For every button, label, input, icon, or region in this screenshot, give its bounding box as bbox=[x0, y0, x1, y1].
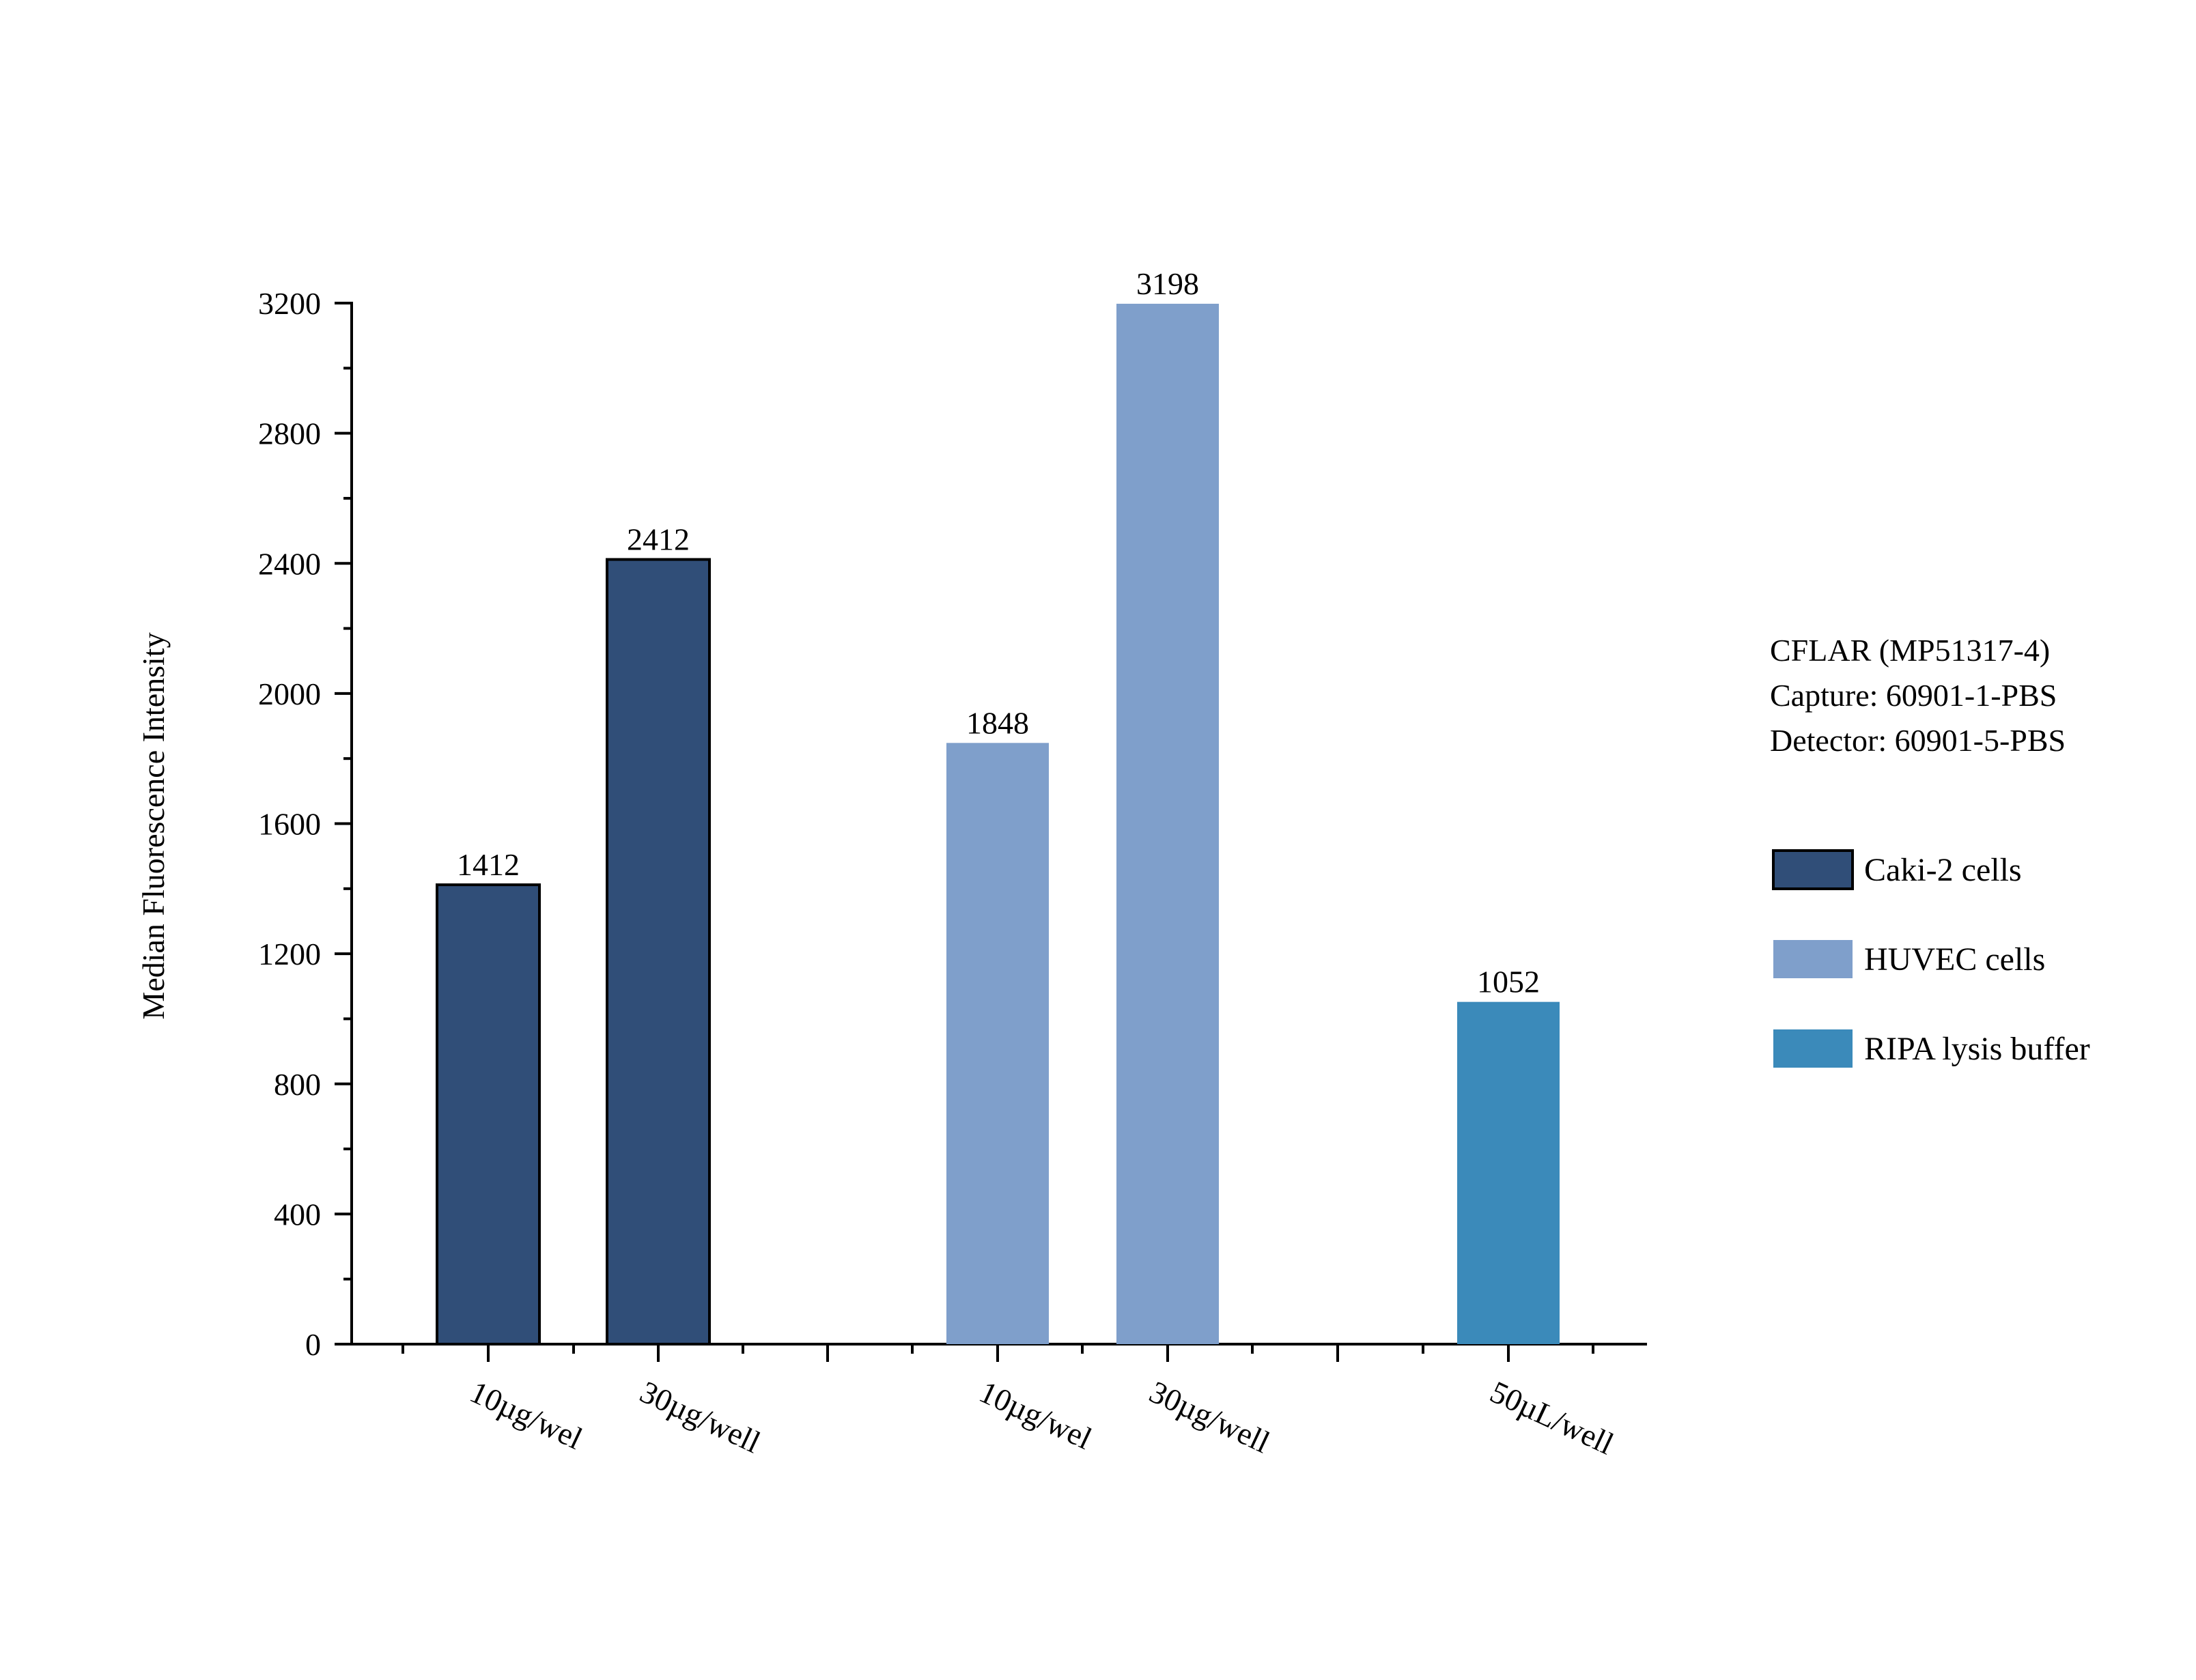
bar bbox=[606, 558, 711, 1346]
y-tick-label: 1200 bbox=[258, 937, 321, 971]
legend-label: HUVEC cells bbox=[1864, 941, 2045, 978]
legend-swatch bbox=[1773, 940, 1853, 978]
bar bbox=[946, 743, 1049, 1344]
y-tick-label: 3200 bbox=[258, 286, 321, 321]
bars bbox=[436, 303, 1560, 1346]
info-block: CFLAR (MP51317-4) Capture: 60901-1-PBS D… bbox=[1770, 633, 2066, 758]
bar-value-label: 1848 bbox=[966, 705, 1029, 740]
x-tick-label: 30µg/well bbox=[635, 1374, 765, 1460]
bar bbox=[1457, 1001, 1560, 1344]
info-line-detector: Detector: 60901-5-PBS bbox=[1770, 723, 2066, 758]
y-axis-title: Median Fluorescence Intensity bbox=[136, 632, 171, 1019]
x-axis-ticks: 10µg/wel 30µg/well 10µg/wel 30µg/well 50µL/w… bbox=[402, 1344, 1619, 1462]
y-tick-label: 0 bbox=[305, 1327, 321, 1362]
legend-swatch bbox=[1772, 849, 1854, 890]
x-tick-label: 10µg/wel bbox=[974, 1374, 1097, 1456]
y-tick-label: 2000 bbox=[258, 677, 321, 711]
legend-swatch bbox=[1773, 1029, 1853, 1068]
data-labels: 1412 2412 1848 3198 1052 bbox=[457, 266, 1540, 999]
y-tick-label: 2800 bbox=[258, 416, 321, 451]
info-line-antibody: CFLAR (MP51317-4) bbox=[1770, 633, 2050, 668]
legend-label: RIPA lysis buffer bbox=[1864, 1031, 2090, 1067]
x-tick-label: 30µg/well bbox=[1144, 1374, 1275, 1460]
legend-label: Caki-2 cells bbox=[1864, 852, 2022, 888]
bar-value-label: 3198 bbox=[1136, 266, 1199, 301]
x-tick-label: 10µg/wel bbox=[465, 1374, 588, 1456]
bar-value-label: 1052 bbox=[1477, 965, 1540, 999]
y-tick-label: 800 bbox=[274, 1067, 321, 1102]
y-axis-ticks: 0 400 800 1200 1600 2000 2400 2800 3200 bbox=[258, 286, 352, 1362]
legend: Caki-2 cells HUVEC cells RIPA lysis buffer bbox=[1772, 849, 2090, 1068]
bar-value-label: 1412 bbox=[457, 847, 520, 882]
info-line-capture: Capture: 60901-1-PBS bbox=[1770, 678, 2057, 713]
y-tick-label: 1600 bbox=[258, 807, 321, 842]
x-tick-label: 50µL/well bbox=[1485, 1374, 1619, 1462]
bar-value-label: 2412 bbox=[627, 522, 690, 557]
bar bbox=[1116, 303, 1219, 1344]
y-tick-label: 400 bbox=[274, 1197, 321, 1231]
bar bbox=[436, 883, 541, 1346]
y-tick-label: 2400 bbox=[258, 546, 321, 581]
